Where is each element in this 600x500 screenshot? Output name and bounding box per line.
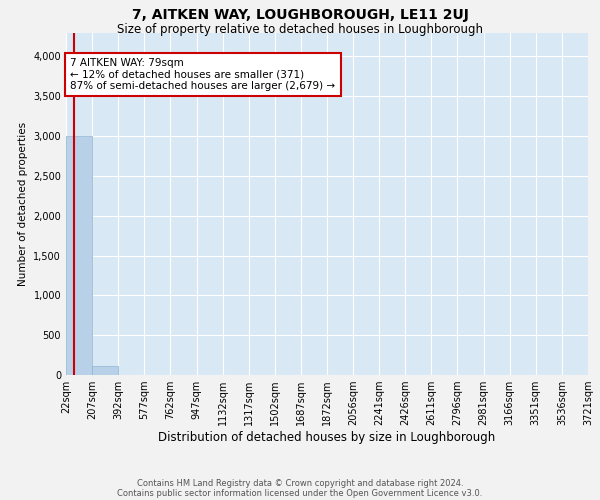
X-axis label: Distribution of detached houses by size in Loughborough: Distribution of detached houses by size … xyxy=(158,431,496,444)
Bar xyxy=(92,366,118,375)
Text: Contains public sector information licensed under the Open Government Licence v3: Contains public sector information licen… xyxy=(118,489,482,498)
Text: Size of property relative to detached houses in Loughborough: Size of property relative to detached ho… xyxy=(117,22,483,36)
Text: Contains HM Land Registry data © Crown copyright and database right 2024.: Contains HM Land Registry data © Crown c… xyxy=(137,479,463,488)
Text: 7, AITKEN WAY, LOUGHBOROUGH, LE11 2UJ: 7, AITKEN WAY, LOUGHBOROUGH, LE11 2UJ xyxy=(131,8,469,22)
Bar xyxy=(66,136,92,375)
Text: 7 AITKEN WAY: 79sqm
← 12% of detached houses are smaller (371)
87% of semi-detac: 7 AITKEN WAY: 79sqm ← 12% of detached ho… xyxy=(70,58,335,91)
Y-axis label: Number of detached properties: Number of detached properties xyxy=(18,122,28,286)
